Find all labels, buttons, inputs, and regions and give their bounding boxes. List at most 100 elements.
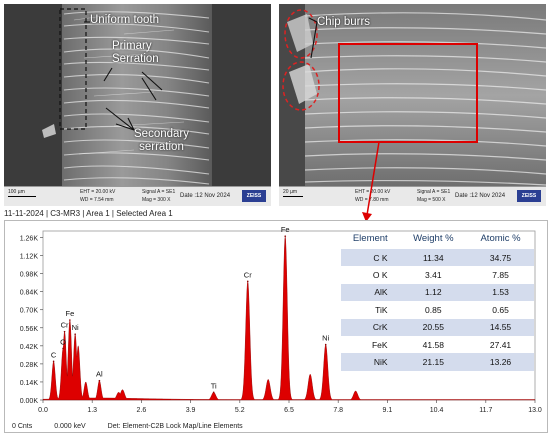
x-tick-label: 11.7 (479, 407, 492, 414)
table-cell: 21.15 (399, 353, 468, 371)
sem-micrograph-left (4, 4, 271, 206)
table-cell: 1.12 (399, 283, 468, 302)
counts-readout: 0 Cnts (12, 423, 33, 430)
peak-marker (324, 343, 327, 346)
y-tick-label: 0.28K (20, 362, 39, 369)
peak-marker (212, 391, 215, 394)
peak-label: Al (96, 370, 103, 379)
peak-marker (284, 235, 287, 237)
peak-marker (69, 319, 71, 321)
sem-info-bar-left: 100 µm EHT = 20.00 kV WD = 7.54 mm Signa… (4, 186, 271, 206)
table-cell: FeK (341, 335, 400, 354)
table-cell: 7.85 (467, 266, 534, 284)
scale-bar (8, 196, 36, 197)
peak-marker (246, 280, 249, 283)
sem-image-right: Chip burrs 20 µm EHT = 20.00 kV WD = 7.8… (279, 4, 546, 206)
peak-label: Fe (65, 309, 74, 318)
x-tick-label: 5.2 (235, 407, 245, 414)
table-cell: CrK (341, 318, 400, 336)
x-tick-label: 3.9 (186, 407, 196, 414)
table-cell: 3.41 (399, 266, 468, 284)
energy-readout: 0.000 keV (54, 423, 86, 430)
peak-marker (52, 360, 55, 363)
date-label: Date :12 Nov 2024 (180, 193, 231, 199)
table-cell: 20.55 (399, 318, 468, 336)
y-tick-label: 0.98K (20, 272, 39, 279)
zeiss-logo: ZEISS (242, 190, 266, 202)
peak-label: Ni (72, 323, 79, 332)
peak-label: Fe (281, 225, 290, 234)
peak-marker (62, 347, 64, 350)
x-tick-label: 13.0 (528, 407, 542, 414)
table-cell: 14.55 (467, 318, 534, 336)
x-tick-label: 6.5 (284, 407, 294, 414)
y-tick-label: 0.42K (20, 344, 39, 351)
secondary-serration-label: Secondary serration (134, 128, 189, 153)
primary-serration-label: Primary Serration (112, 40, 159, 65)
x-tick-label: 2.6 (137, 407, 147, 414)
y-tick-label: 1.26K (20, 235, 39, 242)
y-tick-label: 0.00K (20, 398, 39, 405)
y-tick-label: 0.56K (20, 326, 39, 333)
table-row: FeK 41.58 27.41 (341, 335, 534, 354)
sem-info-bar-right: 20 µm EHT = 20.00 kV WD = 7.80 mm Signal… (279, 186, 546, 206)
x-tick-label: 0.0 (38, 407, 48, 414)
scale-bar (283, 196, 303, 197)
table-cell: 41.58 (399, 335, 468, 354)
table-cell: AlK (341, 283, 400, 302)
x-tick-label: 1.3 (87, 407, 97, 414)
table-row: O K 3.41 7.85 (341, 266, 534, 284)
x-tick-label: 9.1 (383, 407, 393, 414)
y-tick-label: 0.14K (20, 380, 39, 387)
signal-label: Signal A = SE1 (142, 189, 176, 195)
eds-header: 11-11-2024 | C3-MR3 | Area 1 | Selected … (4, 209, 173, 218)
chip-burrs-label: Chip burrs (317, 16, 371, 28)
x-tick-label: 10.4 (430, 407, 444, 414)
peak-label: Cr (244, 270, 252, 279)
table-cell: 13.26 (467, 353, 534, 371)
table-row: CrK 20.55 14.55 (341, 318, 534, 336)
peak-label: Cr (61, 321, 69, 330)
table-cell: NiK (341, 353, 400, 371)
peak-label: Ni (322, 334, 329, 343)
zeiss-logo: ZEISS (517, 190, 541, 202)
scale-bar-label: 20 µm (283, 189, 297, 195)
sem-image-left: Uniform tooth Primary Serration Secondar… (4, 4, 271, 206)
table-cell: 27.41 (467, 335, 534, 354)
y-tick-label: 0.70K (20, 308, 39, 315)
table-header-atomic: Atomic % (480, 232, 521, 244)
table-row: C K 11.34 34.75 (341, 249, 534, 267)
detector-readout: Det: Element-C2B Lock Map/Line Elements (107, 423, 243, 430)
table-row: NiK 21.15 13.26 (341, 353, 534, 371)
peak-marker (98, 379, 101, 382)
peak-label: Ti (211, 381, 217, 390)
date-label: Date :12 Nov 2024 (455, 193, 506, 199)
eht-label: EHT = 20.00 kV (80, 189, 116, 195)
table-row: AlK 1.12 1.53 (341, 283, 534, 302)
uniform-tooth-label: Uniform tooth (90, 14, 160, 26)
eds-footer: 0 Cnts 0.000 keV Det: Element-C2B Lock M… (12, 423, 263, 430)
table-cell: 34.75 (467, 249, 534, 267)
mag-label: Mag = 300 X (142, 197, 171, 203)
table-cell: 0.65 (467, 301, 534, 319)
peak-marker (74, 333, 76, 336)
scale-bar-label: 100 µm (8, 189, 25, 195)
table-header-weight: Weight % (413, 232, 454, 244)
table-row: TiK 0.85 0.65 (341, 301, 534, 319)
table-cell: O K (341, 266, 400, 284)
peak-label: C (51, 350, 57, 359)
peak-marker (63, 330, 66, 333)
x-tick-label: 7.8 (333, 407, 343, 414)
composition-table: Element Weight % Atomic % C K 11.34 34.7… (341, 227, 534, 371)
sem-micrograph-right (279, 4, 546, 206)
mag-label: Mag = 500 X (417, 197, 446, 203)
spectrum-area (42, 236, 536, 401)
wd-label: WD = 7.80 mm (355, 197, 389, 203)
peak-label: O (60, 337, 66, 346)
table-header-element: Element (352, 232, 388, 244)
y-tick-label: 1.12K (20, 254, 39, 261)
y-tick-label: 0.84K (20, 290, 39, 297)
table-cell: 11.34 (399, 249, 468, 267)
table-cell: TiK (341, 301, 400, 319)
table-cell: 0.85 (399, 301, 468, 319)
